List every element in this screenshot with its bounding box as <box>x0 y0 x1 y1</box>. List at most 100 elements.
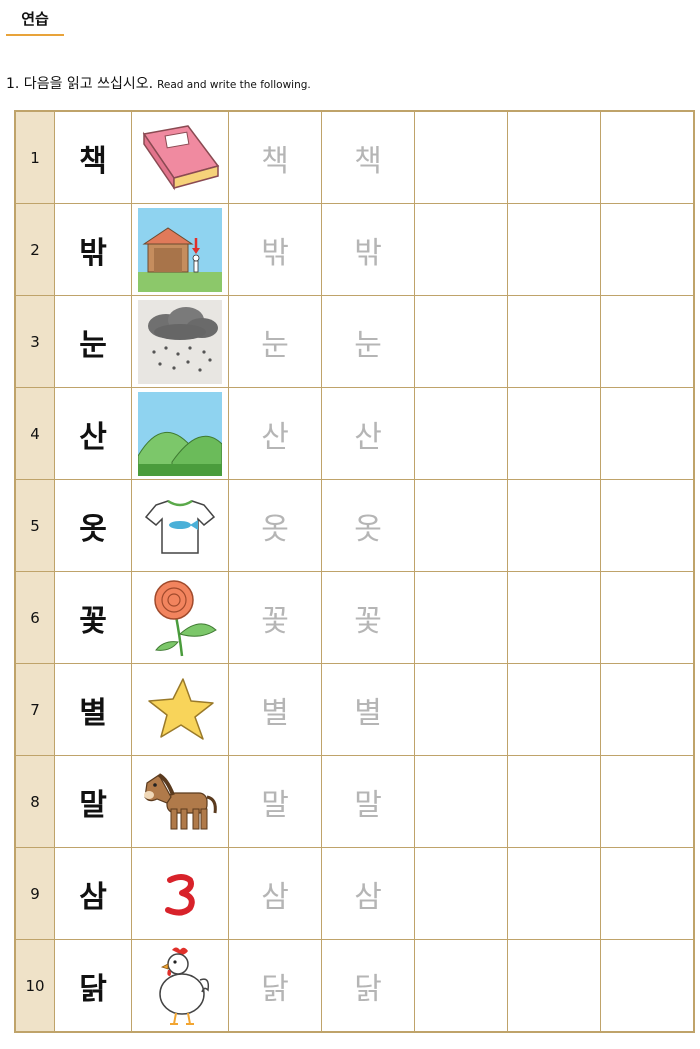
practice-row: 4 산 산 산 <box>14 387 695 480</box>
writing-box[interactable] <box>507 571 601 664</box>
writing-box[interactable] <box>414 110 508 204</box>
row-number: 9 <box>14 847 55 940</box>
trace-syllable: 삼 <box>228 847 322 940</box>
writing-box[interactable] <box>600 571 695 664</box>
row-number: 2 <box>14 203 55 296</box>
writing-box[interactable] <box>600 203 695 296</box>
writing-box[interactable] <box>507 110 601 204</box>
trace-syllable: 말 <box>228 755 322 848</box>
writing-box[interactable] <box>507 847 601 940</box>
instruction: 1. 다음을 읽고 쓰십시오. Read and write the follow… <box>6 73 311 93</box>
instruction-english: Read and write the following. <box>157 79 311 91</box>
trace-syllable: 산 <box>321 387 415 480</box>
trace-syllable: 별 <box>321 663 415 756</box>
snow-cloud-icon <box>138 299 222 384</box>
row-number: 5 <box>14 479 55 572</box>
model-syllable: 닭 <box>54 939 132 1033</box>
writing-box[interactable] <box>507 295 601 388</box>
picture-cell <box>131 939 229 1033</box>
writing-box[interactable] <box>414 203 508 296</box>
chicken-icon <box>159 947 210 1025</box>
writing-box[interactable] <box>507 387 601 480</box>
writing-box[interactable] <box>414 663 508 756</box>
practice-row: 10 닭 닭 닭 <box>14 939 695 1033</box>
writing-box[interactable] <box>600 939 695 1033</box>
trace-syllable: 책 <box>321 110 415 204</box>
trace-syllable: 별 <box>228 663 322 756</box>
trace-syllable: 말 <box>321 755 415 848</box>
trace-syllable: 꽃 <box>321 571 415 664</box>
writing-box[interactable] <box>507 939 601 1033</box>
row-number: 3 <box>14 295 55 388</box>
writing-box[interactable] <box>414 939 508 1033</box>
book-icon <box>142 124 220 190</box>
writing-box[interactable] <box>600 663 695 756</box>
row-number: 7 <box>14 663 55 756</box>
writing-box[interactable] <box>414 755 508 848</box>
model-syllable: 꽃 <box>54 571 132 664</box>
row-number: 6 <box>14 571 55 664</box>
picture-cell <box>131 203 229 296</box>
number-three-icon <box>165 873 195 916</box>
trace-syllable: 삼 <box>321 847 415 940</box>
writing-box[interactable] <box>507 203 601 296</box>
trace-syllable: 산 <box>228 387 322 480</box>
picture-cell <box>131 663 229 756</box>
practice-row: 5 옷 옷 옷 <box>14 479 695 572</box>
trace-syllable: 눈 <box>228 295 322 388</box>
writing-box[interactable] <box>507 755 601 848</box>
writing-box[interactable] <box>600 847 695 940</box>
outside-house-icon <box>138 207 222 292</box>
writing-box[interactable] <box>414 387 508 480</box>
trace-syllable: 밖 <box>321 203 415 296</box>
trace-syllable: 책 <box>228 110 322 204</box>
trace-syllable: 옷 <box>228 479 322 572</box>
model-syllable: 산 <box>54 387 132 480</box>
writing-box[interactable] <box>600 387 695 480</box>
picture-cell <box>131 110 229 204</box>
practice-row: 9 삼 삼 삼 <box>14 847 695 940</box>
picture-cell <box>131 755 229 848</box>
picture-cell <box>131 847 229 940</box>
trace-syllable: 닭 <box>228 939 322 1033</box>
writing-box[interactable] <box>414 571 508 664</box>
star-icon <box>148 677 214 740</box>
trace-syllable: 꽃 <box>228 571 322 664</box>
flower-icon <box>154 579 217 656</box>
model-syllable: 삼 <box>54 847 132 940</box>
model-syllable: 말 <box>54 755 132 848</box>
model-syllable: 옷 <box>54 479 132 572</box>
row-number: 1 <box>14 110 55 204</box>
model-syllable: 별 <box>54 663 132 756</box>
row-number: 10 <box>14 939 55 1033</box>
trace-syllable: 눈 <box>321 295 415 388</box>
picture-cell <box>131 479 229 572</box>
model-syllable: 눈 <box>54 295 132 388</box>
writing-box[interactable] <box>600 755 695 848</box>
section-title: 연습 <box>6 8 64 36</box>
picture-cell <box>131 295 229 388</box>
writing-box[interactable] <box>600 479 695 572</box>
model-syllable: 밖 <box>54 203 132 296</box>
trace-syllable: 옷 <box>321 479 415 572</box>
practice-row: 8 말 말 말 <box>14 755 695 848</box>
picture-cell <box>131 571 229 664</box>
writing-box[interactable] <box>507 663 601 756</box>
row-number: 8 <box>14 755 55 848</box>
writing-box[interactable] <box>600 295 695 388</box>
practice-row: 3 눈 눈 눈 <box>14 295 695 388</box>
model-syllable: 책 <box>54 110 132 204</box>
writing-box[interactable] <box>414 479 508 572</box>
picture-cell <box>131 387 229 480</box>
trace-syllable: 밖 <box>228 203 322 296</box>
tshirt-icon <box>144 499 216 554</box>
trace-syllable: 닭 <box>321 939 415 1033</box>
writing-box[interactable] <box>507 479 601 572</box>
writing-box[interactable] <box>414 295 508 388</box>
row-number: 4 <box>14 387 55 480</box>
writing-box[interactable] <box>414 847 508 940</box>
practice-row: 1 책 책 책 <box>14 110 695 204</box>
writing-box[interactable] <box>600 110 695 204</box>
instruction-korean: 1. 다음을 읽고 쓰십시오. <box>6 76 154 92</box>
mountain-icon <box>138 391 222 476</box>
